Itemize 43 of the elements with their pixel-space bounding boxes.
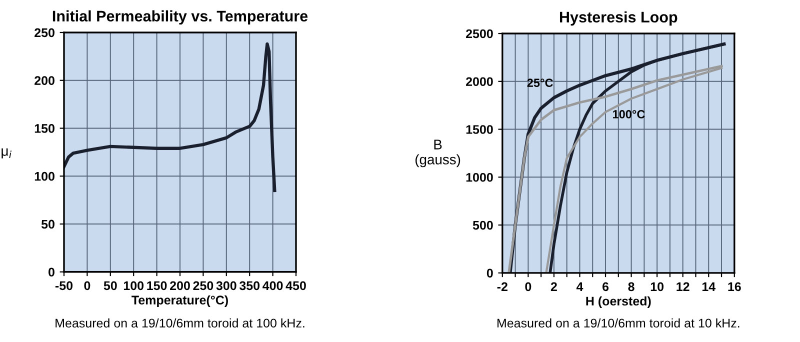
x-tick-label: 12 <box>676 282 690 291</box>
x-tick-label: -50 <box>55 281 73 290</box>
y-axis-title: B (gauss) <box>415 140 460 168</box>
x-tick-label: 300 <box>216 281 236 290</box>
y-tick-label: 100 <box>34 172 54 181</box>
x-tick-label: 16 <box>728 282 741 292</box>
x-axis-title: H (oersted) <box>586 296 651 308</box>
y-tick-label: 0 <box>48 268 54 277</box>
x-tick-label: 0 <box>84 281 90 290</box>
y-tick-label: 50 <box>41 220 54 229</box>
x-tick-label: -2 <box>497 282 508 291</box>
x-tick-label: 0 <box>525 282 532 292</box>
y-tick-label: 1500 <box>466 125 493 134</box>
y-tick-label: 2000 <box>466 77 493 86</box>
x-tick-label: 400 <box>262 281 283 290</box>
x-tick-label: 250 <box>193 281 214 290</box>
y-tick-label: 500 <box>472 220 493 230</box>
text: Measured on a 19/10/6mm toroid at 10 kHz. <box>497 318 740 328</box>
chart-title: Hysteresis Loop <box>560 11 678 26</box>
y-tick-label: 150 <box>34 124 54 133</box>
x-axis-title: Temperature(°C) <box>132 295 228 307</box>
chart-title: Initial Permeability vs. Temperature <box>52 10 308 25</box>
x-tick-label: 8 <box>628 282 634 292</box>
y-tick-label: 1000 <box>466 172 493 182</box>
y-tick-label: 200 <box>34 76 54 86</box>
y-axis-title: μ$_{i}$ <box>2 148 12 158</box>
text: Measured on a 19/10/6mm toroid at 100 kHz. <box>56 318 304 328</box>
series-label: 100°C <box>613 110 645 118</box>
x-tick-label: 50 <box>104 281 117 290</box>
x-tick-label: 350 <box>239 281 260 290</box>
x-tick-label: 4 <box>576 282 584 291</box>
x-tick-label: 6 <box>602 282 609 292</box>
x-tick-label: 100 <box>124 281 144 290</box>
x-tick-label: 450 <box>286 281 306 290</box>
y-tick-label: 0 <box>486 268 493 278</box>
x-tick-label: 2 <box>550 282 557 291</box>
x-tick-label: 10 <box>650 282 664 292</box>
y-tick-label: 2500 <box>466 29 493 38</box>
y-tick-label: 250 <box>34 28 54 38</box>
x-tick-label: 200 <box>170 281 190 290</box>
x-tick-label: 150 <box>147 281 167 290</box>
series-label: 25°C <box>527 78 553 88</box>
x-tick-label: 14 <box>702 282 716 291</box>
